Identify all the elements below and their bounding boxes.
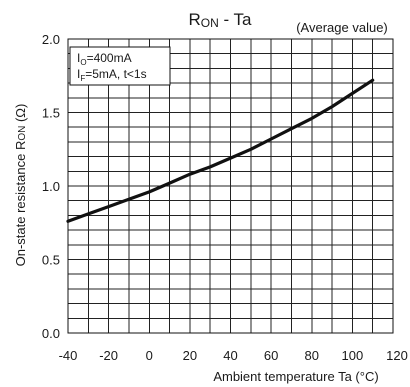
- chart-title: RON - Ta: [188, 10, 252, 30]
- x-tick-label: 40: [223, 348, 237, 363]
- y-tick-label: 0.5: [42, 253, 60, 268]
- legend-line-1: IO=400mA: [77, 51, 132, 67]
- y-tick-label: 1.5: [42, 106, 60, 121]
- x-tick-label: 100: [342, 348, 364, 363]
- x-tick-label: 60: [264, 348, 278, 363]
- y-tick-label: 0.0: [42, 326, 60, 341]
- y-tick-labels: 0.0 0.5 1.0 1.5 2.0: [42, 32, 60, 341]
- plot-frame: [67, 38, 394, 334]
- y-tick-label: 1.0: [42, 179, 60, 194]
- legend: IO=400mA IF=5mA, t<1s: [69, 46, 171, 86]
- x-tick-label: 0: [146, 348, 153, 363]
- ron-curve-line: [66, 78, 375, 223]
- legend-line-2: IF=5mA, t<1s: [77, 67, 147, 83]
- x-tick-label: -40: [59, 348, 78, 363]
- chart-subtitle: (Average value): [296, 20, 388, 35]
- x-tick-labels: -40 -20 0 20 40 60 80 100 120: [59, 348, 408, 363]
- y-axis-title: On-state resistance RON (Ω): [13, 104, 28, 267]
- x-tick-label: 20: [183, 348, 197, 363]
- x-tick-label: 120: [386, 348, 408, 363]
- x-tick-label: 80: [305, 348, 319, 363]
- y-tick-label: 2.0: [42, 32, 60, 47]
- x-axis-title: Ambient temperature Ta (°C): [213, 369, 378, 384]
- legend-box: [69, 46, 171, 86]
- x-tick-label: -20: [99, 348, 118, 363]
